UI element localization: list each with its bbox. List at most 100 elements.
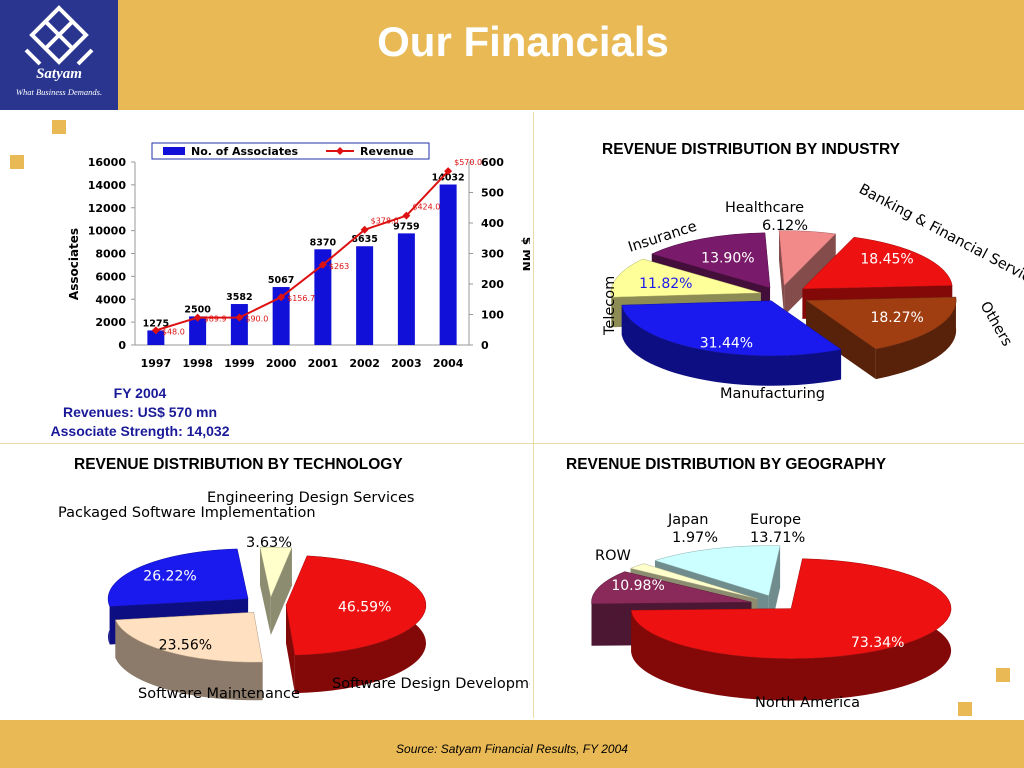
slice-healthcare xyxy=(778,230,837,287)
label-row: ROW xyxy=(595,548,631,564)
revenue-point xyxy=(235,313,244,322)
label-manufacturing: Manufacturing xyxy=(720,386,825,402)
label-telecom: Telecom xyxy=(602,276,618,336)
x-tick-label: 2000 xyxy=(266,357,297,370)
page-title: Our Financials xyxy=(377,18,669,65)
revenue-point-label: $424.0 xyxy=(412,203,440,212)
revenue-point xyxy=(277,293,286,302)
slice-rim-software-maintenance xyxy=(115,619,263,701)
slice-value-insurance: 13.90% xyxy=(701,250,754,266)
associates-bar-label: 8370 xyxy=(310,237,337,248)
y-tick-label: 16000 xyxy=(88,156,127,169)
associates-bar-label: 8635 xyxy=(351,234,377,245)
revenue-point xyxy=(444,167,453,176)
associates-bar xyxy=(230,304,248,345)
fy-year: FY 2004 xyxy=(113,385,167,401)
header-bar xyxy=(0,0,1024,110)
revenue-point-label: $378.0 xyxy=(371,217,399,226)
fy-summary: FY 2004 Revenues: US$ 570 mn Associate S… xyxy=(10,384,270,441)
label-japan: Japan 1.97% xyxy=(667,512,718,546)
y-tick-label: 4000 xyxy=(95,293,126,306)
x-tick-label: 1997 xyxy=(141,357,172,370)
associates-bar xyxy=(314,249,332,345)
industry-chart-title: REVENUE DISTRIBUTION BY INDUSTRY xyxy=(602,141,900,158)
slice-value-software-maintenance: 23.56% xyxy=(159,637,212,653)
slice-value-software-design-development: 46.59% xyxy=(338,600,391,616)
legend: No. of Associates Revenue xyxy=(151,142,430,160)
slice-value-telecom: 11.82% xyxy=(639,276,692,292)
geography-pie-chart: 73.34% 10.98% Japan 1.97% Europe 13.71% ROW… xyxy=(591,512,952,711)
slice-value-packaged-software-implementation: 26.22% xyxy=(143,569,196,585)
slice-engineering-design-services xyxy=(259,546,293,598)
associates-bar xyxy=(189,316,207,345)
label-packaged-software: Packaged Software Implementation xyxy=(58,505,316,521)
label-software-design-development: Software Design Development xyxy=(332,676,530,692)
slice-software-maintenance xyxy=(115,611,263,663)
y2-tick-label: 300 xyxy=(481,248,504,261)
slice-side-others xyxy=(806,300,876,380)
associates-bar-label: 1275 xyxy=(143,318,169,329)
y2-tick-label: 100 xyxy=(481,309,504,322)
associates-bar-label: 3582 xyxy=(226,292,252,303)
legend-swatch-bars xyxy=(163,147,185,155)
slice-value-north-america: 73.34% xyxy=(851,635,904,651)
y2-axis-title: $ MN xyxy=(520,237,530,272)
logo-tagline: What Business Demands. xyxy=(15,87,103,97)
revenue-point-label: $570.0 xyxy=(454,158,482,167)
label-software-maintenance: Software Maintenance xyxy=(138,686,300,702)
y-tick-label: 12000 xyxy=(88,202,127,215)
x-tick-label: 2003 xyxy=(391,357,422,370)
x-tick-label: 2002 xyxy=(349,357,380,370)
y-tick-label: 2000 xyxy=(95,316,126,329)
associates-bar-label: 2500 xyxy=(184,304,211,315)
y-tick-label: 14000 xyxy=(88,179,127,192)
slice-telecom xyxy=(610,258,761,298)
divider-horizontal xyxy=(0,443,1024,444)
decor-square xyxy=(996,668,1010,682)
y2-tick-label: 0 xyxy=(481,339,489,352)
y-tick-label: 10000 xyxy=(88,225,127,238)
slice-packaged-software-implementation xyxy=(107,548,249,607)
associates-bar-label: 5067 xyxy=(268,275,294,286)
legend-swatch-line xyxy=(336,147,344,155)
revenue-point-label: $90.0 xyxy=(245,315,268,324)
x-tick-label: 2004 xyxy=(433,357,464,370)
slice-manufacturing xyxy=(621,300,842,357)
slice-insurance xyxy=(651,232,771,289)
slice-europe xyxy=(654,545,781,596)
slice-banking-financial-services xyxy=(801,236,953,290)
slice-north-america xyxy=(630,558,952,659)
y-tick-label: 8000 xyxy=(95,248,126,261)
y2-tick-label: 500 xyxy=(481,187,504,200)
x-tick-label: 1999 xyxy=(224,357,255,370)
legend-associates: No. of Associates xyxy=(191,145,299,158)
fy-revenues: Revenues: US$ 570 mn xyxy=(62,404,218,420)
fy-associates: Associate Strength: 14,032 xyxy=(50,423,230,439)
revenue-point-label: $156.7 xyxy=(287,294,315,303)
associates-bar xyxy=(356,246,374,345)
slice-japan xyxy=(629,563,758,600)
slice-value-manufacturing: 31.44% xyxy=(700,336,753,352)
slice-software-design-development xyxy=(285,555,427,656)
revenue-point xyxy=(151,326,160,335)
logo-name: Satyam xyxy=(36,66,82,82)
revenue-point xyxy=(193,313,202,322)
associates-bar xyxy=(147,330,165,345)
y-tick-label: 0 xyxy=(118,339,126,352)
source-note: Source: Satyam Financial Results, FY 200… xyxy=(396,742,628,756)
slice-value-row: 10.98% xyxy=(611,578,664,594)
y-tick-label: 6000 xyxy=(95,270,126,283)
technology-chart-title: REVENUE DISTRIBUTION BY TECHNOLOGY xyxy=(74,456,403,473)
slice-value-others: 18.27% xyxy=(870,310,923,326)
label-others: Others xyxy=(977,299,1015,349)
slice-row xyxy=(591,571,752,605)
revenue-point xyxy=(360,225,369,234)
slice-rim-manufacturing xyxy=(621,305,842,386)
associates-bar xyxy=(272,287,290,345)
label-europe: Europe 13.71% xyxy=(750,512,805,546)
associates-revenue-chart: No. of Associates Revenue 0 2000 4000 6000 8… xyxy=(67,142,530,370)
decor-square xyxy=(52,120,66,134)
label-engineering-design-services: Engineering Design Services xyxy=(207,490,414,506)
decor-square xyxy=(958,702,972,716)
revenue-point xyxy=(318,260,327,269)
